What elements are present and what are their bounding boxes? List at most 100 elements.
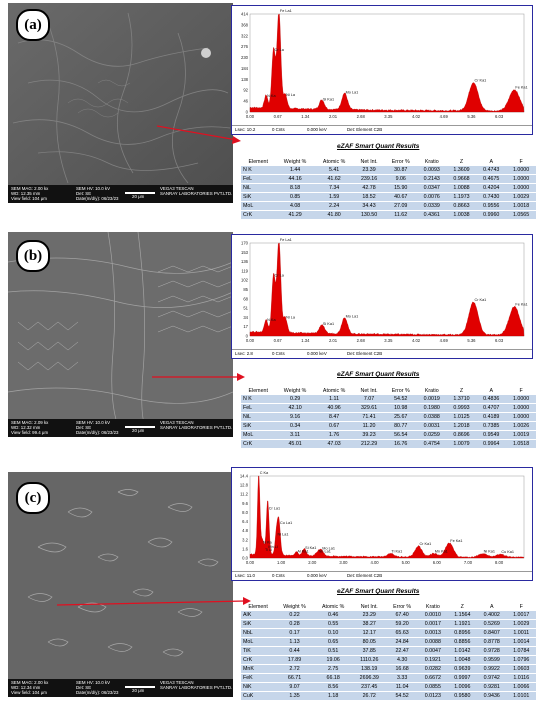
column-header: Atomic %	[314, 387, 354, 395]
x-tick-label: 5.36	[467, 114, 476, 119]
table-cell: 0.0013	[418, 628, 448, 638]
table-cell: 0.4743	[476, 166, 507, 175]
table-cell: 9.07	[275, 682, 314, 692]
x-tick-label: 2.00	[308, 560, 317, 565]
table-cell: 0.0259	[416, 430, 447, 440]
table-cell: 19.06	[313, 655, 353, 665]
table-cell: 54.52	[386, 691, 419, 701]
peak-label: Cu Ka1	[501, 550, 514, 554]
table-row: FeL 44.16 41.62 239.16 9.06 0.2143 0.9668 0.467…	[241, 174, 536, 184]
y-tick-label: 4.8	[242, 528, 248, 533]
table-cell: 0.9997	[447, 673, 478, 683]
table-cell: 42.10	[275, 403, 315, 413]
peak-label: Ni La1	[277, 533, 288, 537]
table-cell: 8.18	[275, 183, 315, 193]
peak-label: Fe Ka1	[515, 86, 527, 90]
table-cell: 40.67	[384, 192, 417, 202]
arrow	[156, 125, 241, 144]
table-cell: 1.0018	[506, 201, 536, 211]
peak-label: Si Ka1	[323, 322, 334, 326]
y-tick-label: 14.4	[240, 474, 249, 479]
table-cell: 45.01	[275, 439, 315, 449]
column-header: Atomic %	[314, 158, 354, 166]
table-cell: 39.23	[353, 430, 385, 440]
peak-label: Cr La1	[269, 506, 280, 510]
column-header: F	[506, 387, 536, 395]
x-tick-label: 0.00	[246, 338, 255, 343]
y-tick-label: 1.6	[242, 546, 248, 551]
spectrum-footer: Lsec: 11.0 0 Cnts 0.000 keV Det: Element…	[232, 571, 532, 580]
table-cell: N K	[241, 395, 276, 404]
y-tick-label: 92	[243, 88, 248, 93]
x-tick-label: 4.69	[440, 338, 449, 343]
sem-image: (c) SEM MAG: 2.00 kx WD: 12.34 mm View fie…	[8, 472, 233, 697]
spectrum-fill	[249, 242, 525, 337]
y-tick-label: 8.0	[242, 510, 248, 515]
table-cell: MnK	[241, 664, 276, 674]
table-cell: CrK	[241, 210, 276, 220]
table-cell: 0.8407	[477, 628, 507, 638]
panel-label: (a)	[16, 9, 50, 41]
table-cell: 2696.39	[352, 673, 387, 683]
x-tick-label: 5.36	[467, 338, 476, 343]
table-row: CrK 41.29 41.80 130.50 11.62 0.4361 1.0038 0.99…	[241, 210, 536, 220]
table-cell: 0.44	[275, 646, 314, 656]
table-cell: 0.9728	[477, 646, 507, 656]
y-tick-label: 11.2	[240, 492, 249, 497]
scale-bar	[125, 686, 155, 688]
table-cell: 1.0000	[506, 403, 536, 413]
sem-wd: WD: 12.32 mm	[11, 425, 41, 431]
y-tick-label: 136	[241, 259, 249, 264]
y-tick-label: 102	[241, 278, 249, 283]
table-cell: 1.0518	[506, 439, 536, 449]
sem-mag: SEM MAG: 2.00 kx	[11, 680, 49, 685]
peak-label: Fe Ka1	[450, 539, 462, 543]
table-cell: 239.16	[353, 174, 385, 184]
table-cell: 1.0142	[447, 646, 478, 656]
peak-label: Cr Ka1	[419, 542, 431, 546]
sem-brand: VEGA3 TESCAN	[160, 186, 194, 191]
table-cell: 17.89	[275, 655, 314, 665]
table-cell: 3.11	[275, 430, 315, 440]
column-header: Z	[446, 387, 477, 395]
table-cell: 0.4754	[416, 439, 447, 449]
sem-hv: SEM HV: 10.0 kV	[76, 680, 110, 685]
sem-mag: SEM MAG: 2.00 kx	[11, 186, 49, 191]
table-cell: 0.51	[313, 646, 353, 656]
table-cell: 11.62	[384, 210, 417, 220]
spectrum-plot: 14.4 12.8 11.2 9.6 8.0 6.4 4.8 3.2 1.6 0.00.00 1.0…	[240, 471, 525, 565]
det: Det: Element C2B	[347, 351, 383, 356]
table-cell: 0.5269	[477, 619, 507, 629]
table-cell: 71.41	[353, 412, 385, 422]
y-tick-label: 170	[241, 241, 249, 246]
table-cell: 1.0000	[506, 412, 536, 422]
peak-label: Ti Ll	[265, 548, 272, 552]
column-header: Z	[446, 158, 477, 166]
column-header: Element	[241, 603, 276, 611]
y-tick-label: 276	[241, 44, 249, 49]
table-cell: 24.84	[386, 637, 419, 647]
table-cell: 12.17	[352, 628, 387, 638]
panel-b: (b) SEM MAG: 2.09 kx WD: 12.32 mm View fie…	[0, 232, 550, 464]
table-row: NiL 8.18 7.34 42.78 15.90 0.0347 1.0088 0.4204 1…	[241, 183, 536, 193]
table-cell: 1.0125	[446, 412, 477, 422]
sem-hv: SEM HV: 10.0 kV	[76, 420, 110, 425]
table-cell: 0.0076	[416, 192, 447, 202]
y-tick-label: 119	[241, 268, 248, 273]
table-cell: 1.0000	[506, 395, 536, 404]
table-cell: 42.78	[353, 183, 385, 193]
cnts: 0 Cnts	[272, 351, 285, 356]
quant-table: Element Weight % Atomic % Net Int. Error % Kr…	[241, 387, 536, 449]
column-header: Kratio	[418, 603, 448, 611]
quant-table: Element Weight % Atomic % Net Int. Error % Kr…	[241, 158, 536, 220]
table-cell: 0.46	[313, 611, 353, 620]
y-tick-label: 12.8	[240, 483, 249, 488]
x-tick-label: 2.01	[329, 114, 338, 119]
table-cell: 130.50	[353, 210, 385, 220]
table-cell: 1.11	[314, 395, 354, 404]
table-cell: CrK	[241, 439, 276, 449]
column-header: Atomic %	[313, 603, 353, 611]
peak-label: Mo La1	[346, 315, 359, 319]
peak-label: Si Ka1	[323, 98, 334, 102]
table-cell: 0.0047	[418, 646, 448, 656]
